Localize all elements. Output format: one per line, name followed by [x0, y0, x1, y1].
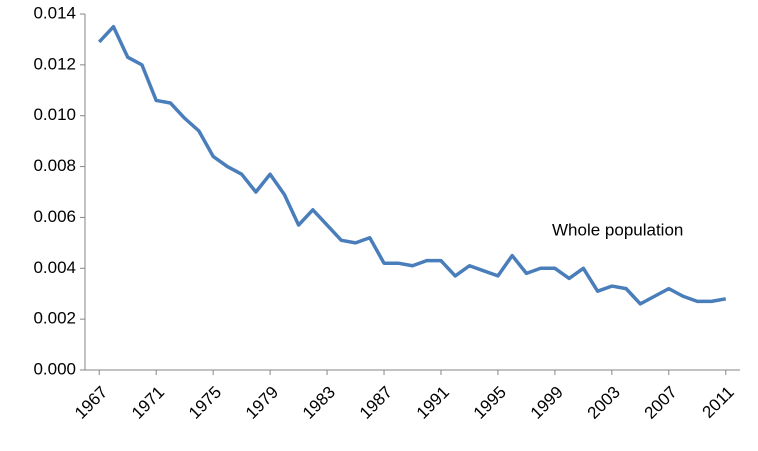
y-tick-label: 0.004 [33, 258, 76, 277]
y-tick-label: 0.014 [33, 3, 76, 22]
y-tick-label: 0.002 [33, 309, 76, 328]
y-tick-label: 0.010 [33, 105, 76, 124]
x-tick-label: 2007 [641, 383, 681, 423]
x-tick-label: 1971 [128, 383, 168, 423]
x-tick-label: 1975 [185, 383, 225, 423]
x-tick-label: 1987 [356, 383, 396, 423]
annotation: Whole population [552, 220, 683, 239]
y-tick-label: 0.012 [33, 54, 76, 73]
x-tick-label: 1979 [242, 383, 282, 423]
y-tick-label: 0.006 [33, 207, 76, 226]
x-tick-label: 1983 [299, 383, 339, 423]
x-tick-label: 1967 [71, 383, 111, 423]
y-tick-label: 0.008 [33, 156, 76, 175]
x-tick-label: 1991 [413, 383, 453, 423]
y-tick-label: 0.000 [33, 359, 76, 378]
x-tick-label: 2011 [698, 383, 737, 422]
x-tick-label: 2003 [584, 383, 624, 423]
x-tick-label: 1999 [527, 383, 567, 423]
line-series [97, 24, 727, 306]
x-tick-label: 1995 [470, 383, 510, 423]
